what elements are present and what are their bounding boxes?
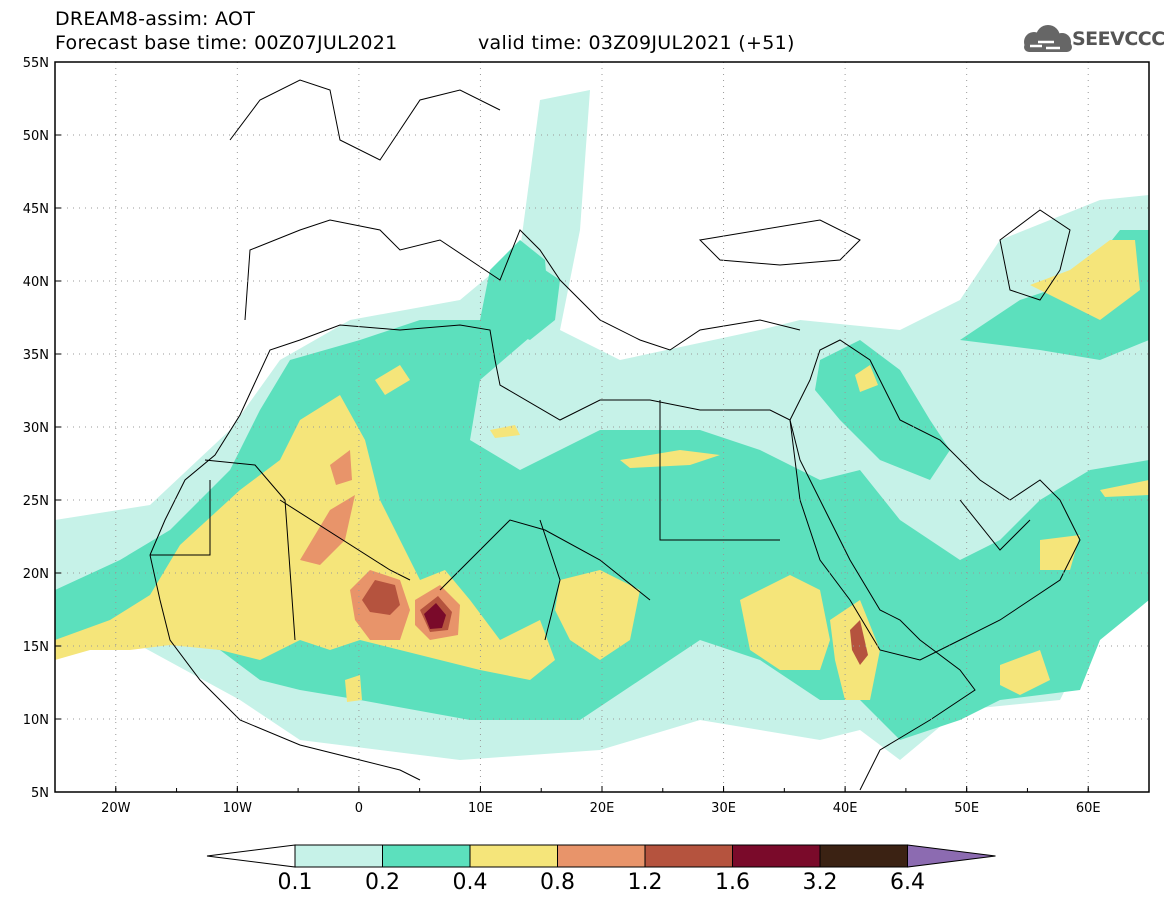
colorbar-box (557, 844, 646, 868)
lat-labels: 55N 50N 45N 40N 35N 30N 25N 20N 15N 10N 5N (23, 56, 61, 801)
lon-label: 0 (355, 801, 363, 816)
graticule (55, 62, 1149, 792)
colorbar-box (469, 844, 558, 868)
colorbar-high-arrow (907, 844, 996, 868)
lon-label: 10E (468, 801, 493, 816)
cloud-icon (1024, 25, 1072, 52)
lat-label: 35N (23, 348, 49, 363)
colorbar-label: 0.1 (278, 870, 313, 895)
colorbar-label: 1.6 (715, 870, 750, 895)
lat-label: 20N (23, 567, 49, 582)
aot-band-1.6 (424, 603, 446, 629)
colorbar-label: 1.2 (628, 870, 663, 895)
lon-label: 30E (711, 801, 736, 816)
map-title: DREAM8-assim: AOT (55, 8, 256, 30)
colorbar-label: 0.4 (453, 870, 488, 895)
lat-label: 10N (23, 713, 49, 728)
lat-label: 50N (23, 129, 49, 144)
lat-label: 25N (23, 494, 49, 509)
lat-label: 55N (23, 56, 49, 71)
lat-label: 40N (23, 275, 49, 290)
lon-label: 20E (590, 801, 615, 816)
colorbar-box (294, 844, 383, 868)
lat-label: 5N (31, 786, 49, 801)
lon-label: 40E (833, 801, 858, 816)
lat-label: 45N (23, 202, 49, 217)
lon-label: 20W (101, 801, 131, 816)
aot-fields (55, 90, 1149, 760)
colorbar-low-arrow (206, 844, 296, 868)
lon-label: 50E (954, 801, 979, 816)
lon-labels: 20W 10W 0 10E 20E 30E 40E 50E 60E (54, 786, 1150, 816)
valid-time: valid time: 03Z09JUL2021 (+51) (478, 32, 795, 54)
logo-text: SEEVCCC (1072, 28, 1165, 50)
colorbar-box (819, 844, 908, 868)
lon-label: 60E (1076, 801, 1101, 816)
colorbar-label: 3.2 (803, 870, 838, 895)
colorbar: 0.1 0.2 0.4 0.8 1.2 1.6 3.2 6.4 (206, 844, 996, 895)
colorbar-box (644, 844, 733, 868)
colorbar-box (382, 844, 471, 868)
coastlines (149, 79, 1081, 791)
colorbar-label: 0.8 (540, 870, 575, 895)
colorbar-label: 0.2 (365, 870, 400, 895)
lat-label: 15N (23, 640, 49, 655)
forecast-base-time: Forecast base time: 00Z07JUL2021 (55, 32, 398, 54)
colorbar-box (732, 844, 821, 868)
lat-label: 30N (23, 421, 49, 436)
colorbar-label: 6.4 (890, 870, 925, 895)
lon-label: 10W (223, 801, 253, 816)
